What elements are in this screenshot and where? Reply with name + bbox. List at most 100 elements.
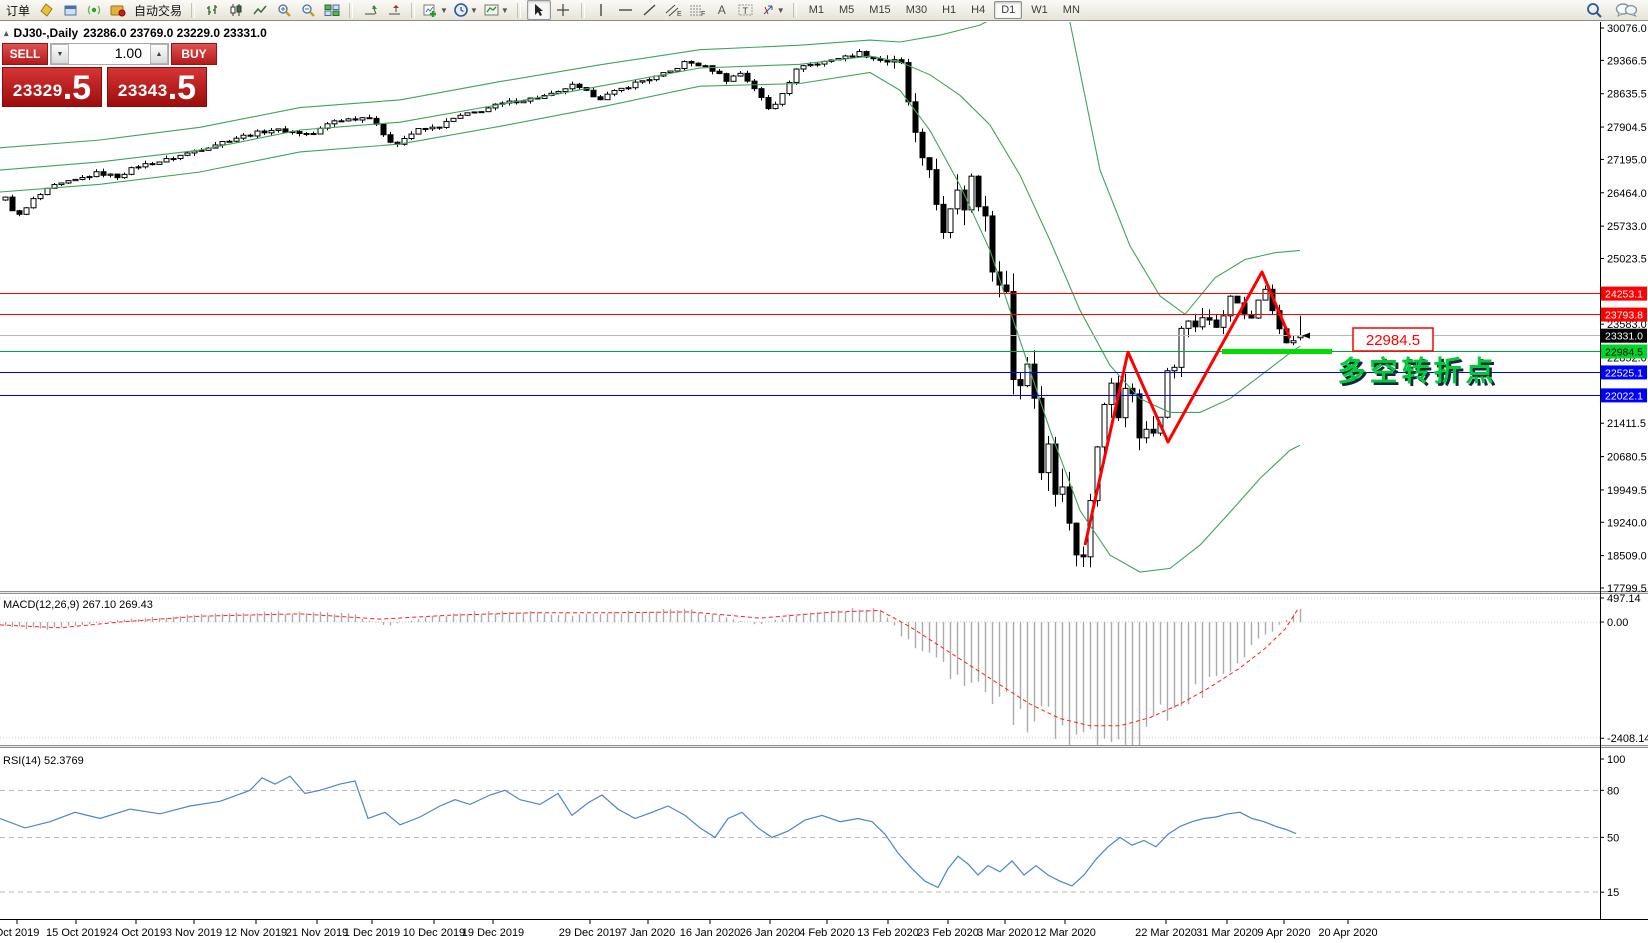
separator xyxy=(792,2,797,18)
periods-icon[interactable]: ▼ xyxy=(452,1,480,19)
new-chart-icon[interactable]: ▼ xyxy=(421,1,450,19)
timeframe-button-H1[interactable]: H1 xyxy=(942,4,957,16)
timeframe-button-M1[interactable]: M1 xyxy=(808,4,824,16)
svg-text:21 Nov 2019: 21 Nov 2019 xyxy=(286,927,348,939)
chart-symbol-period: DJ30-,Daily xyxy=(13,26,79,40)
buy-price-box[interactable]: 23343 .5 xyxy=(107,67,207,107)
svg-text:23583.0: 23583.0 xyxy=(1607,319,1647,331)
svg-text:12 Mar 2020: 12 Mar 2020 xyxy=(1034,927,1096,939)
autotrading-icon[interactable] xyxy=(107,1,129,19)
panel-collapse-icon[interactable]: ▴ xyxy=(4,27,9,38)
price-axis[interactable]: 30076.0 29366.5 28635.5 27904.5 27195.0 26464… xyxy=(1600,23,1648,899)
price-chip-23793.8: 23793.8 xyxy=(1601,307,1647,322)
svg-text:19 Dec 2019: 19 Dec 2019 xyxy=(462,927,524,939)
svg-text:30076.0: 30076.0 xyxy=(1607,23,1647,35)
text-label-tool-icon[interactable]: T xyxy=(735,1,757,19)
zoom-in-icon[interactable] xyxy=(273,1,295,19)
candlestick-chart-type-icon[interactable] xyxy=(225,1,247,19)
channel-tool-icon[interactable]: E xyxy=(663,1,685,19)
svg-text:3 Mar 2020: 3 Mar 2020 xyxy=(977,927,1033,939)
timeframe-button-D1[interactable]: D1 xyxy=(994,1,1023,19)
svg-text:24 Oct 2019: 24 Oct 2019 xyxy=(106,927,166,939)
signals-icon[interactable] xyxy=(83,1,105,19)
rsi-line xyxy=(0,775,1297,889)
svg-text:27904.5: 27904.5 xyxy=(1607,122,1647,134)
svg-text:3 Nov 2019: 3 Nov 2019 xyxy=(166,927,222,939)
market-watch-icon[interactable] xyxy=(59,1,81,19)
price-chip-22022.1: 22022.1 xyxy=(1601,388,1647,403)
sell-button[interactable]: SELL xyxy=(2,43,48,65)
chat-icon[interactable] xyxy=(1613,1,1639,19)
level-flag[interactable]: 22984.5 xyxy=(1352,327,1434,352)
toolbar: 订单 自动交易 ▼ ▼ ▼ E xyxy=(0,0,1648,21)
svg-text:29366.5: 29366.5 xyxy=(1607,55,1647,67)
buy-price-main: 23343 xyxy=(117,81,168,100)
sell-price-box[interactable]: 23329 .5 xyxy=(2,67,102,107)
svg-text:23793.8: 23793.8 xyxy=(1605,310,1643,322)
svg-text:22984.5: 22984.5 xyxy=(1605,346,1643,358)
templates-icon[interactable]: ▼ xyxy=(482,1,511,19)
svg-text:23331.0: 23331.0 xyxy=(1605,331,1643,343)
tile-windows-icon[interactable] xyxy=(321,1,343,19)
bollinger-lower xyxy=(0,71,1301,573)
volume-decrease-button[interactable]: ▼ xyxy=(51,44,69,64)
macd-signal-line xyxy=(0,608,1299,727)
crosshair-tool-icon[interactable] xyxy=(553,1,575,19)
timeframe-button-M5[interactable]: M5 xyxy=(839,4,855,16)
search-icon[interactable] xyxy=(1583,1,1605,19)
svg-text:100: 100 xyxy=(1607,754,1625,766)
svg-text:10 Dec 2019: 10 Dec 2019 xyxy=(403,927,465,939)
svg-text:22525.1: 22525.1 xyxy=(1605,367,1643,379)
svg-text:25733.0: 25733.0 xyxy=(1607,221,1647,233)
text-tool-icon[interactable]: A xyxy=(717,3,726,17)
vertical-line-tool-icon[interactable] xyxy=(591,1,613,19)
svg-text:1 Dec 2019: 1 Dec 2019 xyxy=(344,927,400,939)
timeframe-button-H4[interactable]: H4 xyxy=(971,4,986,16)
buy-button[interactable]: BUY xyxy=(171,43,217,65)
svg-text:25023.5: 25023.5 xyxy=(1607,253,1647,265)
svg-text:E: E xyxy=(677,11,682,17)
bollinger-upper xyxy=(0,22,1301,316)
volume-input[interactable]: 1.00 xyxy=(114,45,142,61)
svg-text:多空转折点: 多空转折点 xyxy=(1340,357,1500,389)
chart-shift-icon[interactable] xyxy=(383,1,405,19)
svg-text:24253.1: 24253.1 xyxy=(1605,289,1643,301)
timeframe-button-W1[interactable]: W1 xyxy=(1031,4,1048,16)
volume-increase-button[interactable]: ▲ xyxy=(150,44,168,64)
svg-text:27195.0: 27195.0 xyxy=(1607,154,1647,166)
zoom-out-icon[interactable] xyxy=(297,1,319,19)
timeframe-group: M1 M5 M15 M30 H1 H4 D1 W1 MN xyxy=(803,1,1086,19)
timeframe-button-MN[interactable]: MN xyxy=(1062,4,1080,16)
buy-price-big: .5 xyxy=(167,69,197,108)
line-chart-type-icon[interactable] xyxy=(249,1,271,19)
arrows-tool-icon[interactable]: ▼ xyxy=(759,1,787,19)
horizontal-line-tool-icon[interactable] xyxy=(615,1,637,19)
auto-scroll-icon[interactable] xyxy=(359,1,381,19)
svg-text:15 Oct 2019: 15 Oct 2019 xyxy=(46,927,106,939)
svg-text:497.14: 497.14 xyxy=(1607,593,1641,605)
macd-pane[interactable] xyxy=(0,597,1600,757)
macd-histogram xyxy=(4,608,1302,745)
timeframe-button-M15[interactable]: M15 xyxy=(869,4,891,16)
new-order-label[interactable]: 订单 xyxy=(6,3,31,18)
svg-text:17799.5: 17799.5 xyxy=(1607,583,1647,595)
svg-text:22984.5: 22984.5 xyxy=(1366,332,1420,349)
svg-text:-2408.14: -2408.14 xyxy=(1607,733,1648,745)
bar-chart-type-icon[interactable] xyxy=(201,1,223,19)
svg-text:多空转折点: 多空转折点 xyxy=(1338,355,1498,387)
fibonacci-tool-icon[interactable]: F xyxy=(687,1,709,19)
svg-text:Oct 2019: Oct 2019 xyxy=(0,927,39,939)
rsi-pane[interactable] xyxy=(0,775,1600,893)
timeframe-button-M30[interactable]: M30 xyxy=(905,4,928,16)
cursor-tool-icon[interactable] xyxy=(526,0,551,20)
autotrading-label[interactable]: 自动交易 xyxy=(134,3,183,18)
svg-text:80: 80 xyxy=(1607,785,1619,797)
new-order-icon[interactable] xyxy=(35,1,57,19)
svg-text:20680.5: 20680.5 xyxy=(1607,452,1647,464)
svg-text:20 Apr 2020: 20 Apr 2020 xyxy=(1318,927,1377,939)
bollinger-middle xyxy=(0,55,1301,413)
trendline-tool-icon[interactable] xyxy=(639,1,661,19)
